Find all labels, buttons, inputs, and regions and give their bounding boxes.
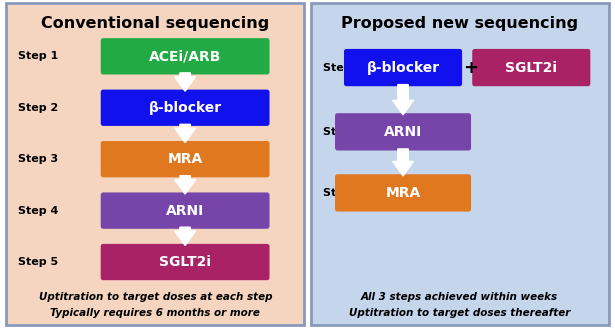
Text: ACEi/ARB: ACEi/ARB bbox=[149, 49, 221, 63]
Text: Uptitration to target doses thereafter: Uptitration to target doses thereafter bbox=[349, 308, 570, 318]
Text: Step 5: Step 5 bbox=[18, 257, 58, 267]
Text: Step 3: Step 3 bbox=[322, 188, 363, 198]
Text: MRA: MRA bbox=[167, 152, 203, 166]
FancyBboxPatch shape bbox=[101, 38, 269, 74]
Text: Step 2: Step 2 bbox=[18, 103, 58, 113]
Text: MRA: MRA bbox=[386, 186, 421, 200]
FancyBboxPatch shape bbox=[101, 90, 269, 126]
FancyBboxPatch shape bbox=[101, 244, 269, 280]
FancyBboxPatch shape bbox=[335, 174, 471, 212]
Polygon shape bbox=[175, 176, 196, 194]
Text: Step 2: Step 2 bbox=[322, 127, 363, 137]
Text: All 3 steps achieved within weeks: All 3 steps achieved within weeks bbox=[361, 292, 558, 302]
FancyBboxPatch shape bbox=[101, 141, 269, 177]
Text: Conventional sequencing: Conventional sequencing bbox=[41, 16, 269, 31]
Polygon shape bbox=[175, 227, 196, 245]
Text: Typically requires 6 months or more: Typically requires 6 months or more bbox=[50, 308, 260, 318]
Text: Uptitration to target doses at each step: Uptitration to target doses at each step bbox=[39, 292, 272, 302]
FancyBboxPatch shape bbox=[311, 3, 609, 325]
Polygon shape bbox=[392, 149, 413, 176]
Polygon shape bbox=[392, 85, 413, 115]
Text: Step 1: Step 1 bbox=[18, 51, 58, 61]
Text: ARNI: ARNI bbox=[384, 125, 422, 139]
Text: Step 1: Step 1 bbox=[322, 63, 363, 72]
Polygon shape bbox=[175, 73, 196, 91]
Text: β-blocker: β-blocker bbox=[149, 101, 221, 115]
FancyBboxPatch shape bbox=[101, 193, 269, 229]
Text: SGLT2i: SGLT2i bbox=[506, 61, 557, 74]
Text: +: + bbox=[462, 59, 478, 76]
FancyBboxPatch shape bbox=[344, 49, 462, 86]
FancyBboxPatch shape bbox=[335, 113, 471, 151]
Text: Step 4: Step 4 bbox=[18, 206, 58, 215]
Text: Proposed new sequencing: Proposed new sequencing bbox=[341, 16, 578, 31]
Text: Step 3: Step 3 bbox=[18, 154, 58, 164]
Polygon shape bbox=[175, 124, 196, 143]
FancyBboxPatch shape bbox=[6, 3, 304, 325]
Text: β-blocker: β-blocker bbox=[367, 61, 440, 74]
FancyBboxPatch shape bbox=[472, 49, 590, 86]
Text: SGLT2i: SGLT2i bbox=[159, 255, 211, 269]
Text: ARNI: ARNI bbox=[166, 204, 204, 217]
